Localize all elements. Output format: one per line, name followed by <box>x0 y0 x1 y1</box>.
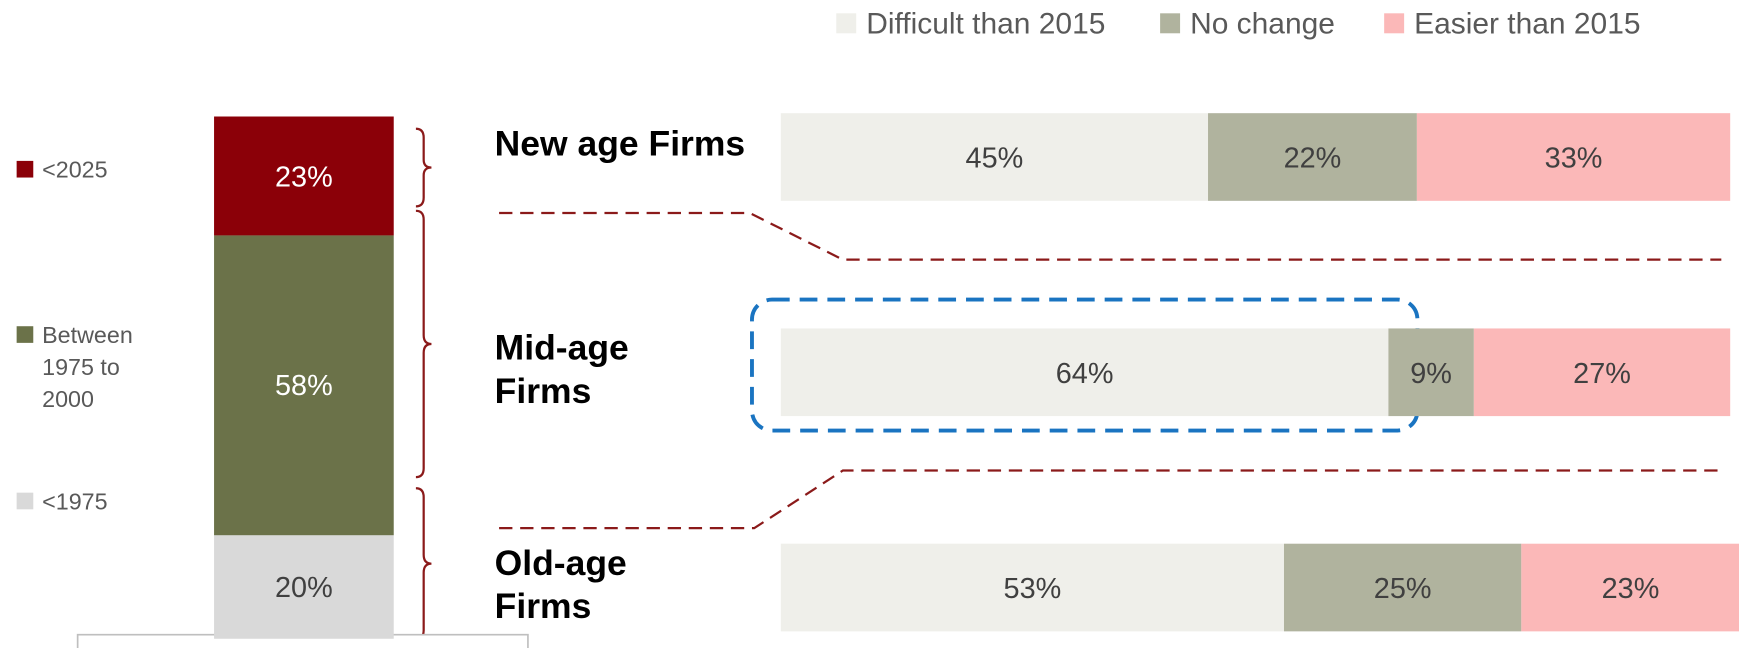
value-label: 33% <box>1544 140 1603 174</box>
column-segment <box>214 116 394 236</box>
legend-label: <1975 <box>42 489 108 515</box>
legend-label: No change <box>1190 6 1335 40</box>
value-label: 20% <box>275 570 333 604</box>
legend-swatch <box>1160 13 1181 34</box>
value-label: 58% <box>275 368 333 403</box>
braces <box>415 127 432 641</box>
value-label: 53% <box>1003 570 1062 605</box>
bar-segment <box>1388 328 1474 417</box>
bar-segment <box>1283 543 1522 632</box>
legend-label: <2025 <box>42 157 108 184</box>
value-label: 23% <box>1601 570 1660 605</box>
bar-segment <box>780 328 1389 417</box>
brace <box>415 127 432 208</box>
value-label: 45% <box>965 140 1024 174</box>
category-label: Mid-age Firms <box>494 327 629 411</box>
value-label: 27% <box>1573 355 1631 389</box>
connectors <box>499 211 1722 530</box>
legend-swatch <box>16 326 34 343</box>
bar-segment <box>1416 113 1731 201</box>
value-label: 64% <box>1055 355 1114 389</box>
bar-segment <box>1473 328 1731 417</box>
brace <box>415 487 432 641</box>
category-label: Old-age Firms <box>494 542 627 626</box>
legend-swatch <box>16 160 34 178</box>
legend-swatch <box>836 13 857 34</box>
brace <box>415 209 432 479</box>
connector <box>499 211 1722 261</box>
legend-swatch <box>1384 13 1405 34</box>
column-segment <box>214 235 394 536</box>
value-label: 23% <box>275 159 333 193</box>
connector <box>499 469 1722 530</box>
value-label: 25% <box>1373 570 1432 605</box>
legend-label: Easier than 2015 <box>1414 6 1641 40</box>
value-label: 9% <box>1410 355 1452 389</box>
bar-segment <box>780 113 1209 201</box>
legend-label: Difficult than 2015 <box>866 6 1106 40</box>
bar-segment <box>1521 543 1739 632</box>
bar-segment <box>780 543 1284 632</box>
category-label: New age Firms <box>494 123 746 164</box>
legend-label: Between 1975 to 2000 <box>42 322 133 413</box>
column-segment <box>214 535 394 639</box>
value-label: 22% <box>1283 140 1342 174</box>
legend-swatch <box>16 492 34 510</box>
bar-segment <box>1208 113 1417 201</box>
